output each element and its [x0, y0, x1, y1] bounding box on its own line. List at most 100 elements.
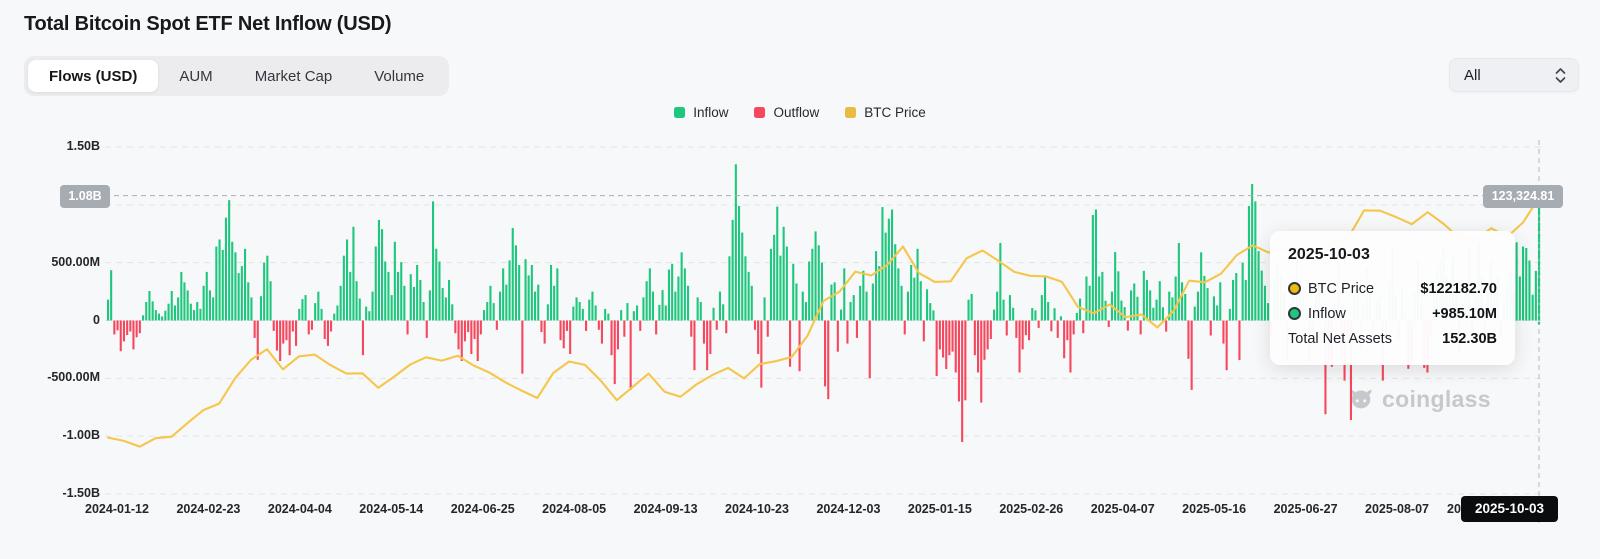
flow-bar [122, 320, 125, 342]
flow-bar [1130, 290, 1133, 321]
flow-bar [186, 290, 189, 321]
flow-bar [948, 320, 951, 356]
flow-bar [836, 320, 839, 352]
flow-bar [1244, 280, 1247, 321]
flow-bar [259, 296, 262, 321]
tooltip-row-btc-price: BTC Price $122182.70 [1288, 276, 1497, 301]
flow-bar [1050, 320, 1053, 332]
flow-bar [779, 255, 782, 321]
flow-bar [632, 311, 635, 321]
flow-bar [537, 284, 540, 321]
tab-market-cap[interactable]: Market Cap [234, 60, 354, 92]
flow-bar [986, 320, 989, 350]
flow-bar [572, 306, 575, 321]
flow-bar [1212, 296, 1215, 321]
legend-item-inflow[interactable]: Inflow [674, 105, 728, 120]
flow-bar [425, 320, 428, 338]
flow-bar [1260, 270, 1263, 321]
flow-bar [1232, 280, 1235, 321]
flow-bar [1515, 242, 1518, 321]
y-axis-label: 0 [93, 312, 100, 327]
flow-bar [326, 320, 329, 346]
flow-bar [530, 265, 533, 321]
legend-label: BTC Price [864, 105, 926, 120]
flow-bar [244, 248, 247, 321]
flow-bar [387, 271, 390, 321]
flow-bar [1155, 299, 1158, 321]
flow-bar [1098, 276, 1101, 321]
flow-bar [1190, 320, 1193, 390]
legend-item-outflow[interactable]: Outflow [754, 105, 819, 120]
flow-bar [1072, 320, 1075, 335]
flow-bar [444, 297, 447, 321]
flow-bar [1181, 282, 1184, 321]
flow-bar [667, 269, 670, 321]
flow-bar [263, 262, 266, 321]
x-axis-label: 2025-02-26 [999, 502, 1064, 516]
flow-bar [575, 297, 578, 321]
flow-bar [967, 299, 970, 321]
flow-bar [693, 320, 696, 371]
flow-bar [1222, 320, 1225, 344]
flow-bar [910, 265, 913, 321]
flow-bar [804, 302, 807, 321]
flow-bar [534, 291, 537, 321]
flow-bar [129, 320, 132, 332]
flow-bar [1133, 283, 1136, 321]
y-axis-label: -1.50B [62, 486, 100, 500]
flow-bar [725, 320, 728, 334]
flow-bar [138, 320, 141, 334]
flow-bar [339, 285, 342, 321]
flow-bar [1117, 271, 1120, 321]
flow-bar [1247, 206, 1250, 321]
flow-bar [696, 297, 699, 321]
legend-label: Inflow [693, 105, 729, 120]
flow-bar [945, 320, 948, 370]
flow-bar [906, 291, 909, 321]
flow-bar [416, 265, 419, 321]
legend-item-btc-price[interactable]: BTC Price [845, 105, 926, 120]
flow-bar [1063, 320, 1066, 359]
flow-bar [365, 306, 368, 321]
flow-bar [709, 320, 712, 354]
flow-bar [855, 320, 858, 338]
flow-bar [304, 295, 307, 321]
flow-bar [1002, 299, 1005, 321]
flow-bar [336, 305, 339, 321]
flow-bar [419, 280, 422, 321]
flow-bar [903, 320, 906, 335]
flow-bar [377, 219, 380, 321]
flow-bar [505, 284, 508, 321]
flow-bar [1228, 308, 1231, 321]
flow-bar [553, 285, 556, 321]
flow-bar [664, 305, 667, 321]
tab-volume[interactable]: Volume [353, 60, 445, 92]
flow-bar [1174, 276, 1177, 321]
x-axis-label: 2024-02-23 [176, 502, 241, 516]
flow-bar [929, 303, 932, 321]
tooltip-value: $122182.70 [1420, 280, 1497, 297]
tooltip-row-inflow: Inflow +985.10M [1288, 301, 1497, 326]
coinglass-watermark: coinglass [1346, 384, 1491, 414]
tab-aum[interactable]: AUM [158, 60, 233, 92]
flow-bar [973, 320, 976, 356]
flow-bar [546, 304, 549, 321]
flow-bar [189, 303, 192, 321]
tab-flows-usd[interactable]: Flows (USD) [28, 60, 159, 92]
flow-bar [878, 266, 881, 321]
flow-bar [1152, 307, 1155, 321]
crosshair-flow-badge: 1.08B [60, 185, 110, 208]
flow-bar [639, 320, 642, 331]
flow-bar [814, 231, 817, 321]
tooltip-date: 2025-10-03 [1288, 246, 1370, 263]
flow-bar [1069, 320, 1072, 373]
flow-bar [871, 283, 874, 321]
flow-bar [658, 304, 661, 321]
flow-bar [712, 307, 715, 321]
range-select[interactable]: All [1449, 58, 1579, 92]
flow-bar [467, 320, 470, 333]
flow-bar [683, 268, 686, 321]
flow-bar [926, 289, 929, 321]
flow-bar [196, 302, 199, 321]
flow-bar [702, 320, 705, 344]
